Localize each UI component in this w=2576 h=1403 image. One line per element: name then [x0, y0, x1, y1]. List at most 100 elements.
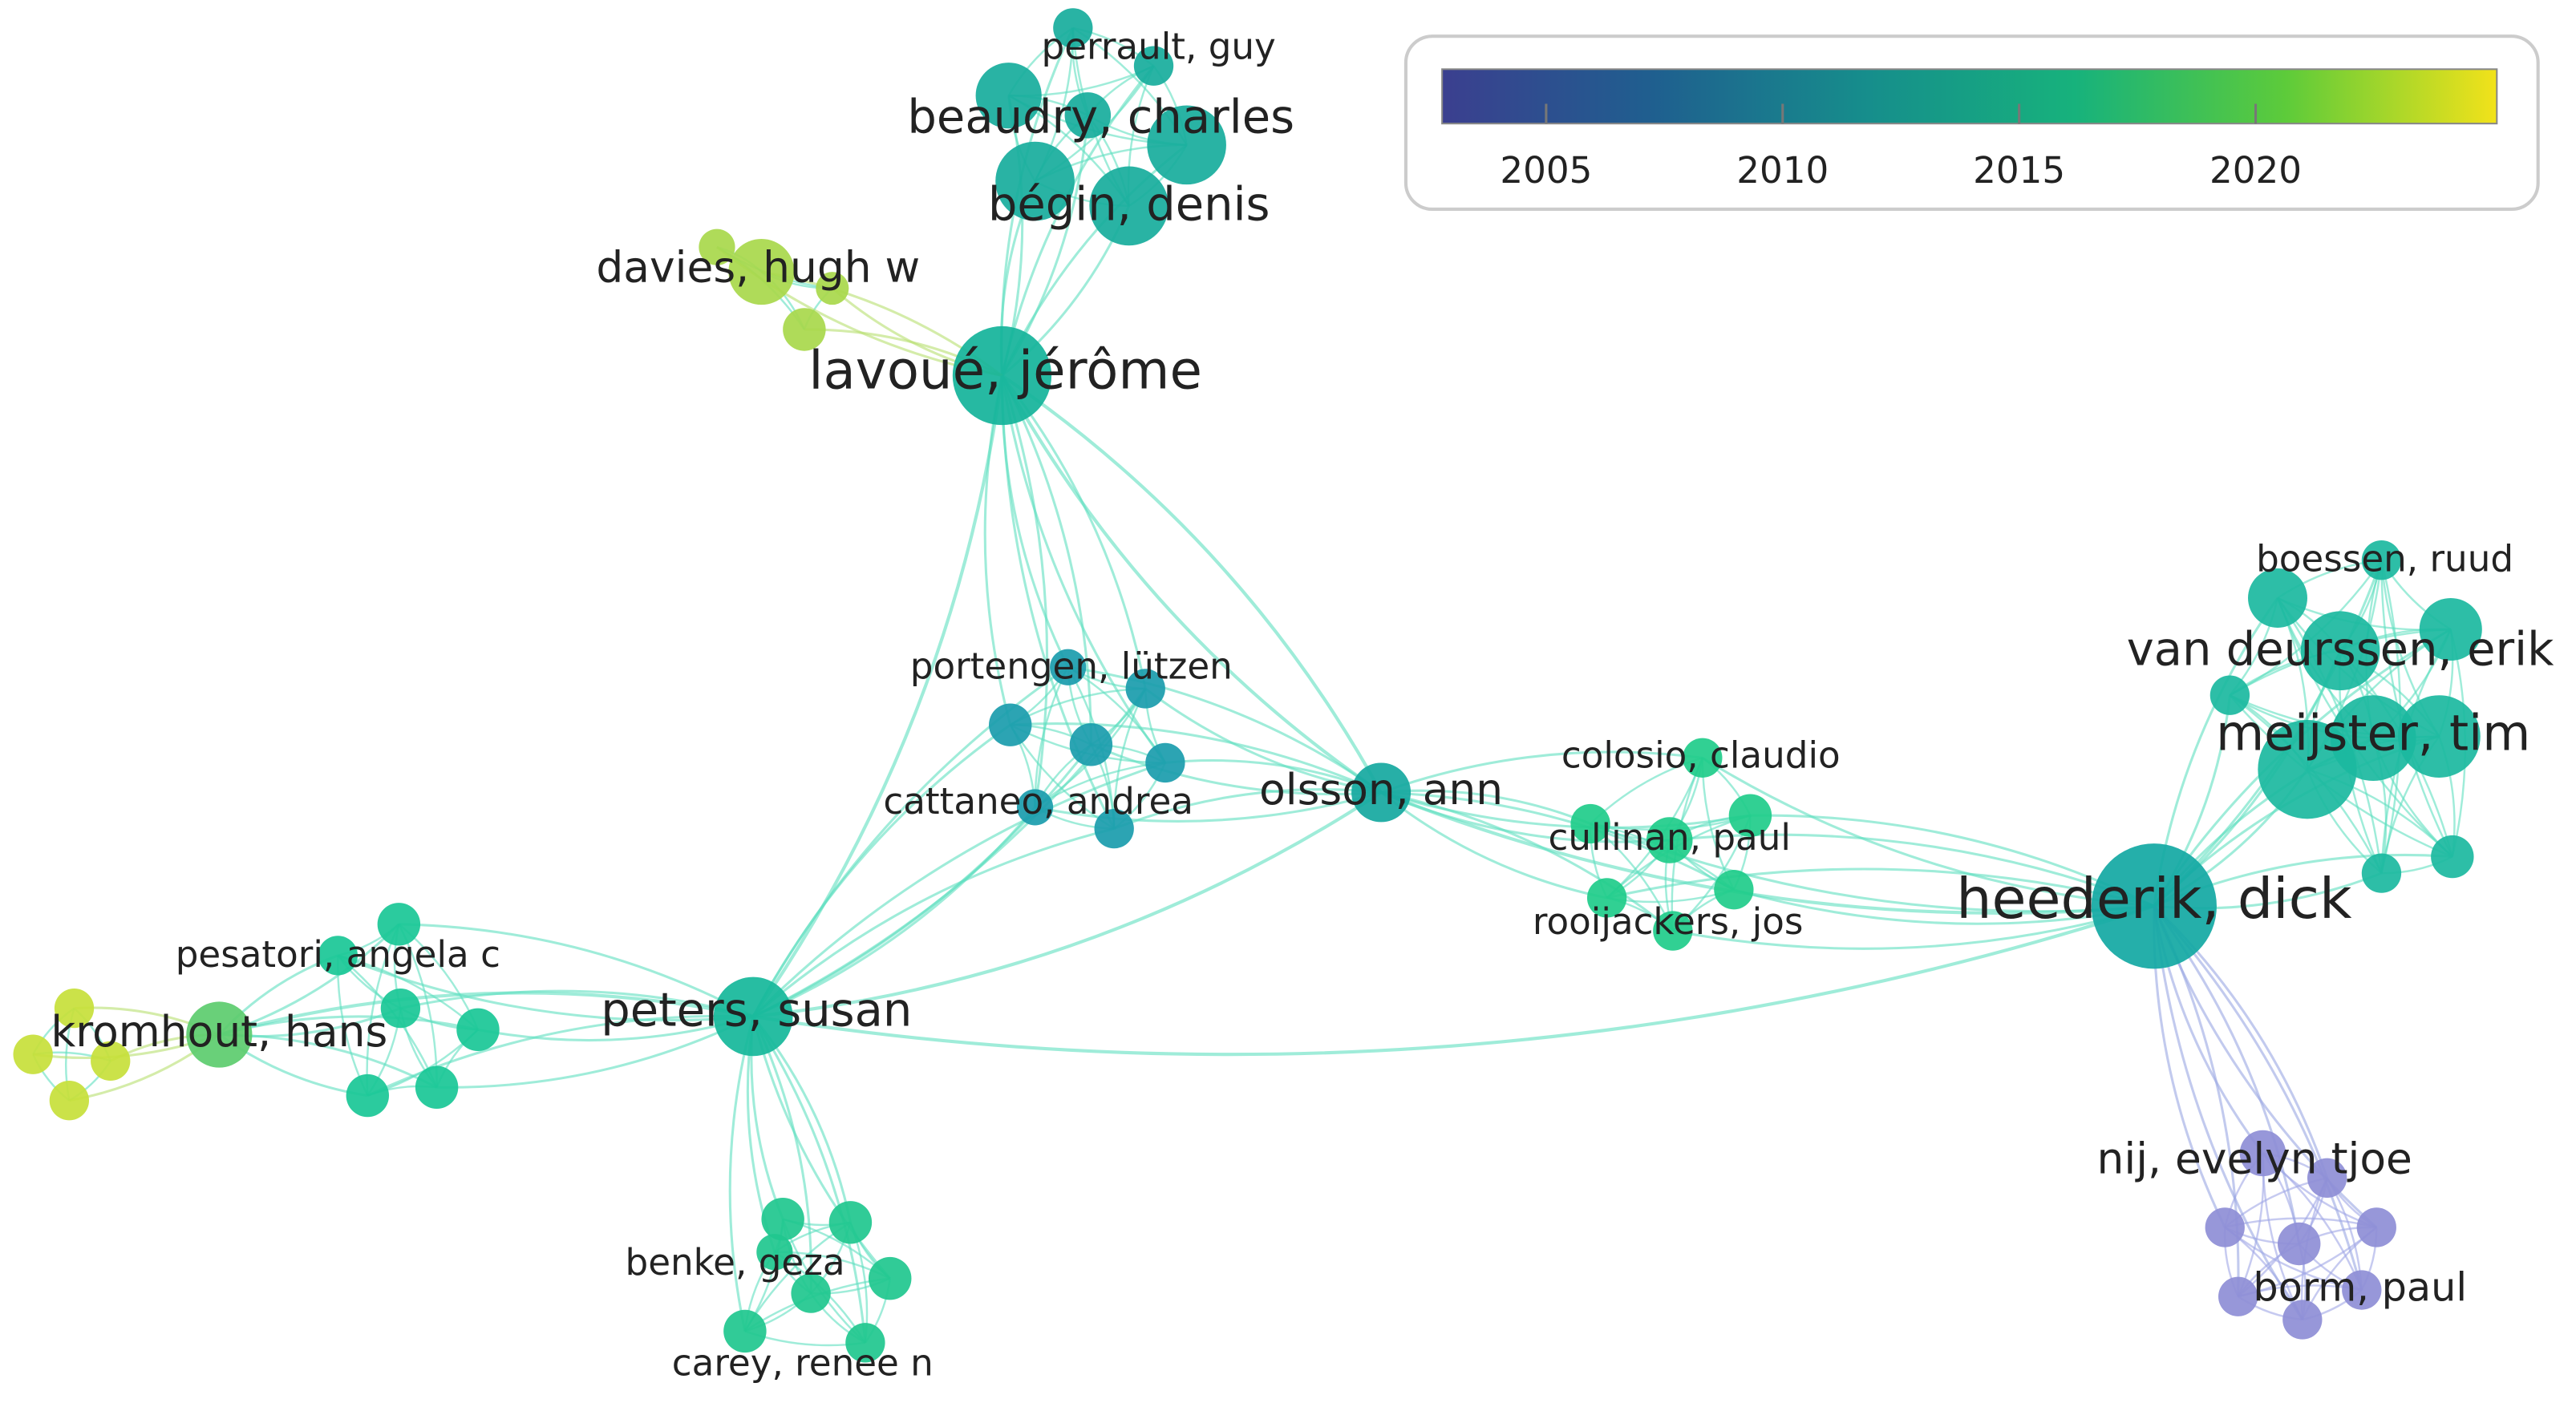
node	[2209, 675, 2250, 715]
node	[1133, 46, 1174, 86]
node-label: portengen, lützen	[910, 645, 1233, 687]
edge	[1380, 750, 1703, 794]
node	[2218, 1276, 2258, 1316]
node	[380, 988, 421, 1029]
node	[1050, 649, 1087, 685]
node	[816, 272, 849, 305]
node	[2431, 835, 2474, 879]
node-label: bégin, denis	[988, 178, 1270, 232]
edge	[1380, 790, 1674, 932]
node	[377, 903, 421, 946]
node	[761, 1197, 804, 1241]
node	[2398, 695, 2481, 778]
node	[2248, 568, 2307, 628]
node	[318, 936, 358, 976]
node	[1125, 669, 1165, 709]
edge	[1381, 790, 1735, 892]
edge	[2153, 906, 2304, 1320]
node	[2300, 611, 2380, 691]
node	[2307, 1158, 2347, 1198]
node-label: boessen, ruud	[2256, 538, 2513, 580]
node-label: pesatori, angela c	[176, 933, 500, 976]
node	[1683, 738, 1723, 778]
node	[2342, 1270, 2382, 1310]
node	[2356, 1207, 2396, 1247]
node	[1351, 762, 1412, 823]
node	[1145, 742, 1185, 783]
tick-label: 2020	[2209, 149, 2302, 192]
node	[2091, 843, 2217, 969]
node	[1016, 789, 1054, 826]
node	[728, 238, 795, 305]
nodes	[13, 8, 2482, 1363]
node	[1714, 870, 1754, 910]
edge	[367, 1014, 754, 1097]
edge	[752, 743, 1092, 1018]
node	[845, 1323, 885, 1363]
node	[1053, 8, 1093, 48]
node-label: peters, susan	[601, 983, 912, 1037]
node-label: lavoué, jérôme	[808, 340, 1202, 402]
edge	[1001, 374, 1383, 794]
node-label: heederik, dick	[1956, 867, 2352, 932]
node-label: meijster, tim	[2216, 705, 2530, 762]
edge	[752, 904, 2155, 1057]
edge	[1035, 790, 1382, 823]
tick-label: 2010	[1736, 149, 1829, 192]
node	[1646, 817, 1693, 863]
node	[869, 1256, 912, 1300]
tick-label: 2015	[1973, 149, 2065, 192]
node	[456, 1008, 500, 1052]
edge	[400, 989, 754, 1018]
node	[91, 1041, 131, 1082]
node-label: borm, paul	[2253, 1264, 2467, 1311]
node	[723, 1309, 767, 1353]
edge	[1144, 687, 1382, 794]
node	[699, 228, 735, 265]
edge	[728, 1016, 755, 1332]
node	[713, 976, 793, 1057]
node-label: davies, hugh w	[596, 242, 920, 293]
edge	[752, 806, 1036, 1018]
node-label: perrault, guy	[1042, 26, 1276, 68]
labels: perrault, guy beaudry, charles bégin, deni…	[51, 26, 2554, 1385]
node-label: carey, renee n	[672, 1342, 934, 1385]
node	[1653, 911, 1693, 951]
node-label: nij, evelyn tjoe	[2097, 1133, 2412, 1183]
node	[756, 1234, 793, 1271]
node	[975, 63, 1042, 129]
edge	[1090, 743, 1382, 796]
node	[2258, 720, 2357, 819]
node	[828, 1201, 873, 1244]
edge	[1672, 904, 2155, 950]
edge	[1000, 374, 1383, 794]
node-label: van deurssen, erik	[2127, 622, 2554, 676]
node	[54, 988, 95, 1029]
tick-label: 2005	[1500, 149, 1592, 192]
node	[2419, 597, 2482, 661]
edge	[399, 923, 754, 1018]
edge	[752, 790, 1383, 1018]
node-label: colosio, claudio	[1561, 734, 1841, 776]
node	[13, 1034, 53, 1074]
node	[1089, 166, 1169, 246]
node	[2361, 853, 2402, 893]
edge	[436, 1015, 754, 1089]
node-label: olsson, ann	[1259, 764, 1503, 815]
edge	[751, 723, 1011, 1017]
node	[2278, 1222, 2321, 1266]
edge	[1702, 756, 2155, 908]
edge	[1000, 375, 1116, 830]
color-bar	[1441, 68, 2498, 125]
color-scale: 2005 2010 2015 2020	[1500, 103, 2302, 192]
node-label: beaudry, charles	[907, 91, 1294, 144]
edge	[751, 1016, 891, 1280]
node	[346, 1073, 390, 1118]
node	[2205, 1207, 2245, 1247]
node	[2282, 1300, 2323, 1340]
edge	[752, 761, 1166, 1017]
node	[186, 1001, 253, 1068]
node	[1064, 92, 1112, 139]
